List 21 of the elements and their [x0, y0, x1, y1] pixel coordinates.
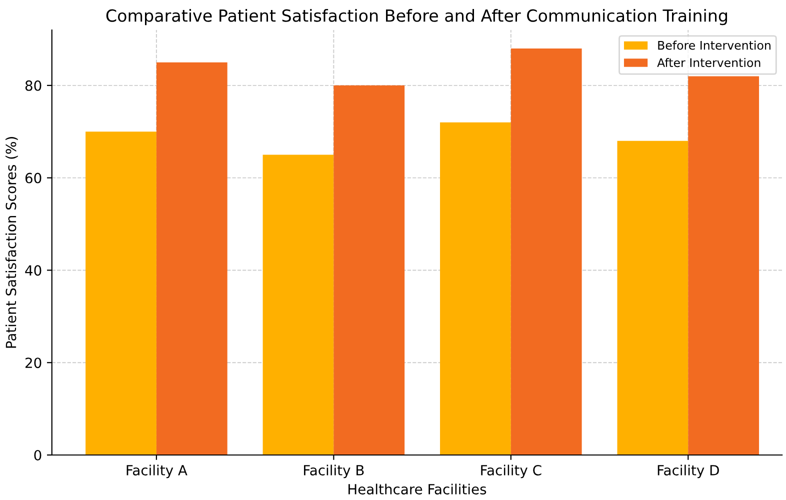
y-axis-title: Patient Satisfaction Scores (%)	[5, 137, 18, 348]
y-tick-label: 0	[34, 450, 42, 460]
bar	[156, 62, 228, 455]
bar	[86, 132, 156, 455]
x-tick-label: Facility D	[658, 464, 719, 478]
bar	[617, 140, 688, 455]
bar	[334, 85, 405, 455]
y-tick-label: 80	[25, 80, 42, 91]
bar	[440, 122, 511, 455]
x-tick-label: Facility A	[126, 464, 188, 478]
legend-label: After Intervention	[657, 58, 760, 68]
y-tick-label: 40	[25, 265, 42, 276]
x-tick-label: Facility B	[304, 464, 364, 478]
bar	[510, 48, 582, 455]
legend-label: Before Intervention	[658, 40, 770, 50]
chart-title: Comparative Patient Satisfaction Before and After Communication Training	[106, 9, 728, 26]
y-tick-label: 20	[26, 358, 42, 368]
y-tick-label: 60	[25, 172, 42, 184]
x-axis-title: Healthcare Facilities	[348, 484, 486, 494]
x-tick-label: Facility C	[481, 464, 542, 478]
bar	[262, 154, 334, 455]
